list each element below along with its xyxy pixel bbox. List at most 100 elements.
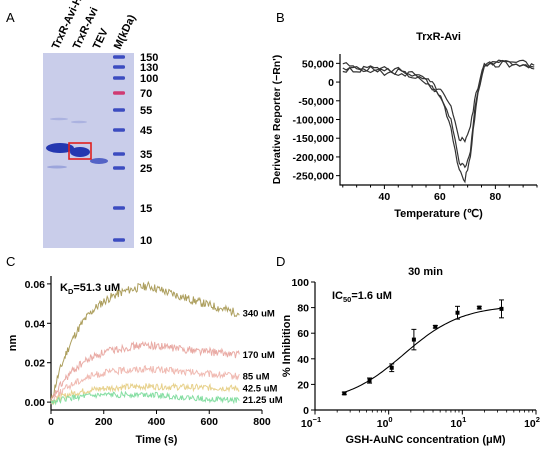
ladder-band xyxy=(113,76,125,80)
ladder-band xyxy=(113,166,125,170)
marker-label: 35 xyxy=(140,149,152,161)
chart-c-xtick-label: 400 xyxy=(148,416,166,428)
chart-d-xtick-base: 10 xyxy=(301,418,313,430)
chart-d-xtick-exp: −1 xyxy=(313,415,322,424)
chart-d-ytick-label: 60 xyxy=(297,328,309,340)
chart-c-xtick-label: 800 xyxy=(253,416,271,428)
chart-b-ytick-label: -50,000 xyxy=(298,96,334,108)
chart-c-series-label: 85 uM xyxy=(243,372,270,383)
chart-d-ytick-label: 0 xyxy=(303,405,309,417)
chart-d-ic50-annotation-prefix: IC xyxy=(332,290,343,302)
chart-c-kd-annotation-prefix: K xyxy=(60,282,68,294)
chart-d-ytick-label: 40 xyxy=(297,354,309,366)
chart-d-xlabel: GSH-AuNC concentration (μM) xyxy=(345,434,505,446)
band-tev xyxy=(90,158,108,164)
chart-b-xtick-label: 40 xyxy=(379,191,391,203)
chart-c-kd-annotation: KD=51.3 uM xyxy=(60,282,120,296)
chart-d-point xyxy=(389,365,394,370)
chart-b-ytick-label: -200,000 xyxy=(293,152,335,164)
chart-c-series-label: 340 uM xyxy=(243,308,275,319)
marker-label: 10 xyxy=(140,235,152,247)
chart-c-kd-annotation-sub: D xyxy=(68,287,74,296)
chart-c-kd-annotation-value: =51.3 uM xyxy=(73,282,120,294)
chart-b-series-line xyxy=(342,59,535,184)
chart-d-xtick-exp: 1 xyxy=(462,415,466,424)
chart-c-ylabel: nm xyxy=(7,335,19,352)
chart-d-xtick-base: 10 xyxy=(524,418,536,430)
chart-c-xtick-label: 200 xyxy=(95,416,113,428)
marker-label: 70 xyxy=(140,88,152,100)
chart-c-ytick-label: 0.00 xyxy=(25,397,46,409)
marker-label: 55 xyxy=(140,105,152,117)
chart-d-xtick-label: 10−1 xyxy=(301,415,321,430)
band-faint-2 xyxy=(50,117,68,121)
ladder-band xyxy=(113,55,125,59)
lane-label-3: TEV xyxy=(91,26,111,51)
ladder-band xyxy=(113,108,125,112)
chart-b-xtick-label: 60 xyxy=(434,191,446,203)
chart-c-xlabel: Time (s) xyxy=(136,434,178,446)
marker-label: 150 xyxy=(140,52,158,64)
chart-c-series-line xyxy=(50,364,240,405)
chart-c-series-line xyxy=(50,382,240,405)
marker-label: 45 xyxy=(140,125,152,137)
ladder-band xyxy=(113,206,125,210)
chart-d-ic50-annotation-sub: 50 xyxy=(343,295,351,304)
chart-c-series-line xyxy=(50,280,240,401)
panel-b-chart: TrxR-Avi 50,000 0 -50,000 -100,000 -150,000 -2… xyxy=(271,31,538,220)
gel-panel: TrxR-Avi-His TrxR-Avi TEV M(kDa) 1501301… xyxy=(43,0,158,248)
chart-c-series-line xyxy=(50,340,240,400)
chart-d-ytick-label: 80 xyxy=(297,303,309,315)
chart-d-xtick-label: 102 xyxy=(524,415,540,430)
chart-b-title: TrxR-Avi xyxy=(416,31,461,43)
chart-b-series-line xyxy=(342,59,535,144)
ladder-band xyxy=(113,152,125,156)
band-trxr-avi-his xyxy=(46,143,74,153)
chart-c-ytick-label: 0.06 xyxy=(25,279,46,291)
chart-c-xtick-label: 600 xyxy=(200,416,218,428)
panel-b-letter: B xyxy=(276,10,285,25)
chart-b-ytick-label: -250,000 xyxy=(293,171,335,183)
chart-b-ytick-label: 50,000 xyxy=(302,58,334,70)
marker-label: 25 xyxy=(140,163,152,175)
marker-ladder xyxy=(113,55,125,242)
marker-label: 130 xyxy=(140,62,158,74)
chart-d-xtick-exp: 2 xyxy=(536,415,540,424)
chart-d-ylabel: % Inhibition xyxy=(281,315,293,378)
chart-b-ytick-label: -100,000 xyxy=(293,115,335,127)
marker-label: 100 xyxy=(140,73,158,85)
chart-b-xtick-label: 80 xyxy=(490,191,502,203)
chart-c-xtick-label: 0 xyxy=(48,416,54,428)
lane-label-4: M(kDa) xyxy=(112,13,139,52)
chart-d-xtick-base: 10 xyxy=(450,418,462,430)
chart-d-xtick-label: 100 xyxy=(377,415,393,430)
chart-b-axes xyxy=(339,54,537,186)
chart-d-point xyxy=(342,391,347,396)
chart-b-series-line xyxy=(342,59,535,169)
chart-c-series-line xyxy=(50,390,240,406)
chart-d-point xyxy=(433,324,438,329)
chart-b-xlabel: Temperature (℃) xyxy=(394,208,483,220)
panel-c-chart: 0.00 0.02 0.04 0.06 0 200 400 600 800 Time (s) nm K… xyxy=(7,276,283,446)
chart-c-ytick-label: 0.04 xyxy=(25,318,46,330)
ladder-band xyxy=(113,128,125,132)
chart-d-ytick-label: 20 xyxy=(297,379,309,391)
ladder-band xyxy=(113,65,125,69)
highlight-box xyxy=(68,142,92,160)
chart-d-xtick-base: 10 xyxy=(377,418,389,430)
ladder-band xyxy=(113,91,125,95)
chart-c-series-label: 170 uM xyxy=(243,350,275,361)
chart-d-point xyxy=(455,310,460,315)
panel-c-letter: C xyxy=(6,254,15,269)
chart-d-point xyxy=(411,337,416,342)
chart-d-title: 30 min xyxy=(408,266,443,278)
chart-c-series-label: 21.25 uM xyxy=(243,395,283,406)
band-faint-3 xyxy=(71,120,87,124)
chart-d-point xyxy=(367,378,372,383)
chart-b-ytick-label: -150,000 xyxy=(293,133,335,145)
chart-d-xtick-exp: 0 xyxy=(388,415,392,424)
panel-a-letter: A xyxy=(6,10,15,25)
